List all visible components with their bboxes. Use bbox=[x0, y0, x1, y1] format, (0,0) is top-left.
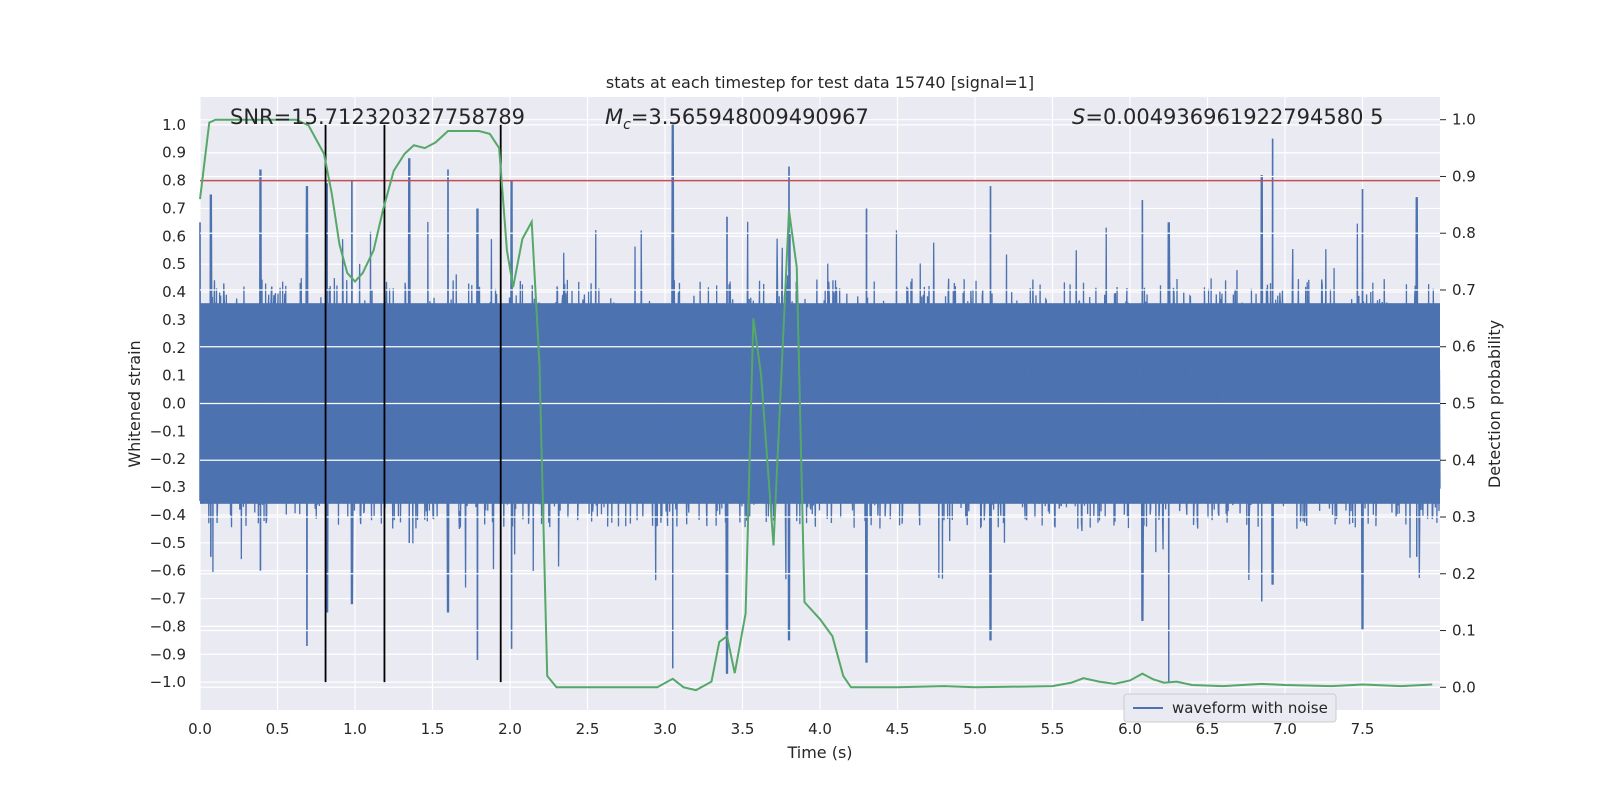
chirp-mass-symbol: M bbox=[605, 105, 623, 129]
legend-waveform-label: waveform with noise bbox=[1172, 699, 1328, 717]
snr-annotation: SNR=15.712320327758789 bbox=[230, 105, 525, 129]
y2-axis-ticks: 1.0 0.9 0.8 0.7 0.6 0.5 0.4 0.3 0.2 0.1 0.0 bbox=[1440, 111, 1476, 696]
y-tick-label: −0.5 bbox=[150, 534, 186, 552]
s-symbol: S bbox=[1072, 105, 1085, 129]
y2-tick-label: 0.3 bbox=[1452, 508, 1476, 526]
y-tick-label: −0.7 bbox=[150, 590, 186, 608]
x-tick-label: 0.5 bbox=[266, 720, 290, 738]
y2-tick-label: 0.8 bbox=[1452, 224, 1476, 242]
x-tick-label: 2.5 bbox=[576, 720, 600, 738]
y-axis-ticks: 1.0 0.9 0.8 0.7 0.6 0.5 0.4 0.3 0.2 0.1 0.0 −0.1 −0.… bbox=[150, 116, 186, 691]
x-tick-label: 6.0 bbox=[1118, 720, 1142, 738]
chirp-mass-value: =3.565948009490967 bbox=[631, 105, 869, 129]
x-tick-label: 3.0 bbox=[653, 720, 677, 738]
y2-tick-label: 0.9 bbox=[1452, 167, 1476, 185]
legend: waveform with noise bbox=[1123, 693, 1337, 723]
x-tick-label: 4.0 bbox=[808, 720, 832, 738]
x-tick-label: 7.0 bbox=[1273, 720, 1297, 738]
y-tick-label: 0.5 bbox=[162, 255, 186, 273]
x-axis-label: Time (s) bbox=[786, 743, 852, 762]
probability-series bbox=[199, 118, 1433, 692]
y2-axis-label: Detection probability bbox=[1485, 320, 1504, 488]
y-axis-label: Whitened strain bbox=[125, 340, 144, 467]
x-tick-label: 1.5 bbox=[421, 720, 445, 738]
y-tick-label: 0.3 bbox=[162, 311, 186, 329]
x-tick-label: 5.0 bbox=[963, 720, 987, 738]
y2-tick-label: 1.0 bbox=[1452, 111, 1476, 129]
x-tick-label: 3.5 bbox=[731, 720, 755, 738]
chart-title: stats at each timestep for test data 157… bbox=[606, 73, 1034, 92]
y-tick-label: −0.6 bbox=[150, 562, 186, 580]
right-axis-grid bbox=[200, 119, 1440, 688]
y2-tick-label: 0.5 bbox=[1452, 395, 1476, 413]
y-tick-label: 0.2 bbox=[162, 339, 186, 357]
x-tick-label: 2.0 bbox=[498, 720, 522, 738]
y2-tick-label: 0.7 bbox=[1452, 281, 1476, 299]
y-tick-label: −0.1 bbox=[150, 422, 186, 440]
probability-line bbox=[199, 118, 1433, 692]
y2-tick-label: 0.2 bbox=[1452, 565, 1476, 583]
y-tick-label: −0.9 bbox=[150, 645, 186, 663]
x-axis-ticks: 0.0 0.5 1.0 1.5 2.0 2.5 3.0 3.5 4.0 4.5 5.0 5.5 6.0 6… bbox=[188, 720, 1374, 738]
x-tick-label: 7.5 bbox=[1351, 720, 1375, 738]
markers bbox=[200, 124, 1440, 683]
y-tick-label: −0.3 bbox=[150, 478, 186, 496]
y-tick-label: −0.4 bbox=[150, 506, 186, 524]
y-tick-label: 0.9 bbox=[162, 144, 186, 162]
waveform-line bbox=[199, 124, 1441, 683]
y2-tick-label: 0.0 bbox=[1452, 678, 1476, 696]
y-tick-label: 0.8 bbox=[162, 172, 186, 190]
y-tick-label: −0.2 bbox=[150, 450, 186, 468]
x-tick-label: 5.5 bbox=[1041, 720, 1065, 738]
s-annotation: S=0.004936961922794580 5 bbox=[1072, 105, 1384, 129]
x-tick-label: 0.0 bbox=[188, 720, 212, 738]
y2-tick-label: 0.4 bbox=[1452, 451, 1476, 469]
y-tick-label: 0.4 bbox=[162, 283, 186, 301]
y2-tick-label: 0.6 bbox=[1452, 338, 1476, 356]
chirp-mass-subscript: c bbox=[623, 117, 631, 133]
x-tick-label: 6.5 bbox=[1196, 720, 1220, 738]
y-tick-label: 0.1 bbox=[162, 367, 186, 385]
legend-box bbox=[1123, 693, 1337, 723]
y-tick-label: −1.0 bbox=[150, 673, 186, 691]
s-value: =0.004936961922794580 5 bbox=[1085, 105, 1383, 129]
y-tick-label: −0.8 bbox=[150, 617, 186, 635]
y-tick-label: 1.0 bbox=[162, 116, 186, 134]
y2-tick-label: 0.1 bbox=[1452, 622, 1476, 640]
y-tick-label: 0.7 bbox=[162, 199, 186, 217]
chirp-mass-annotation: Mc=3.565948009490967 bbox=[605, 105, 869, 133]
x-tick-label: 1.0 bbox=[343, 720, 367, 738]
y-tick-label: 0.0 bbox=[162, 395, 186, 413]
x-tick-label: 4.5 bbox=[886, 720, 910, 738]
y-tick-label: 0.6 bbox=[162, 227, 186, 245]
